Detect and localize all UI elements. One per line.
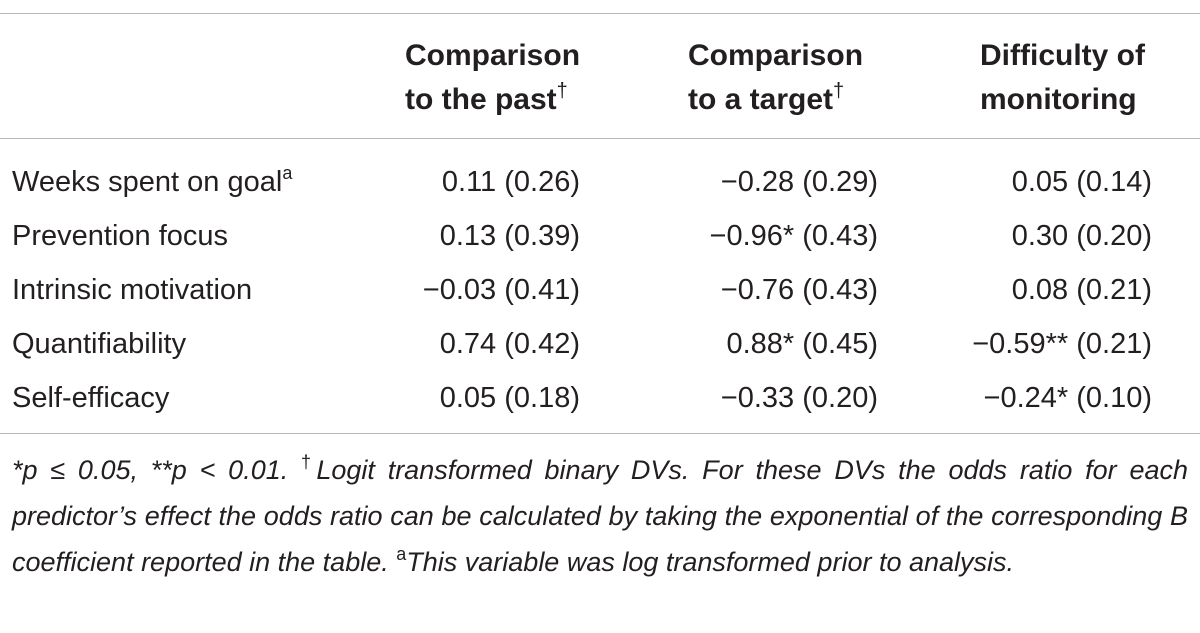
row-label: Quantifiability [12,328,187,360]
table-row: Self-efficacy 0.05 (0.18) −0.33 (0.20) −… [0,371,1200,425]
row-label: Self-efficacy [12,382,170,414]
cell-comparison-past: 0.11 (0.26) [441,166,580,198]
table-row: Intrinsic motivation −0.03 (0.41) −0.76 … [0,263,1200,317]
header-line2: to the past [405,83,557,116]
table-bottom-rule [0,433,1200,434]
row-label: Weeks spent on goala [12,163,293,198]
cell-comparison-past: 0.74 (0.42) [439,328,580,360]
dagger-mark: † [301,452,317,472]
header-line1: Difficulty of [980,39,1145,72]
table-top-rule [0,13,1200,14]
table-footnote: *p ≤ 0.05, **p < 0.01. †Logit transforme… [12,447,1188,585]
footnote-a-mark: a [282,163,293,183]
cell-comparison-target: −0.96* (0.43) [709,220,878,252]
dagger-mark: † [833,80,845,102]
cell-comparison-past: −0.03 (0.41) [422,274,580,306]
cell-difficulty-monitoring: 0.08 (0.21) [1011,274,1152,306]
column-header-comparison-target: Comparison to a target† [688,34,888,122]
cell-comparison-target: −0.76 (0.43) [720,274,878,306]
cell-difficulty-monitoring: −0.24* (0.10) [983,382,1152,414]
header-line2: monitoring [980,83,1137,116]
header-bottom-rule [0,138,1200,139]
column-header-difficulty-monitoring: Difficulty of monitoring [980,34,1180,122]
footnote-dagger-text: Logit transformed binary DVs. For these … [12,455,1188,577]
table-row: Weeks spent on goala 0.11 (0.26) −0.28 (… [0,155,1200,209]
cell-difficulty-monitoring: −0.59** (0.21) [972,328,1152,360]
row-label: Intrinsic motivation [12,274,253,306]
footnote-a-mark: a [396,544,407,564]
header-line1: Comparison [405,39,581,72]
cell-difficulty-monitoring: 0.05 (0.14) [1011,166,1152,198]
footnote-a-text: This variable was log transformed prior … [406,547,1015,577]
column-header-comparison-past: Comparison to the past† [405,34,605,122]
cell-comparison-target: −0.28 (0.29) [720,166,878,198]
header-line2: to a target [688,83,834,116]
cell-comparison-target: 0.88* (0.45) [726,328,878,360]
table-row: Quantifiability 0.74 (0.42) 0.88* (0.45)… [0,317,1200,371]
cell-difficulty-monitoring: 0.30 (0.20) [1011,220,1152,252]
row-label: Prevention focus [12,220,229,252]
footnote-significance: *p ≤ 0.05, **p < 0.01. [12,455,302,485]
header-line1: Comparison [688,39,864,72]
cell-comparison-target: −0.33 (0.20) [720,382,878,414]
dagger-mark: † [556,80,568,102]
cell-comparison-past: 0.05 (0.18) [439,382,580,414]
table-row: Prevention focus 0.13 (0.39) −0.96* (0.4… [0,209,1200,263]
cell-comparison-past: 0.13 (0.39) [439,220,580,252]
